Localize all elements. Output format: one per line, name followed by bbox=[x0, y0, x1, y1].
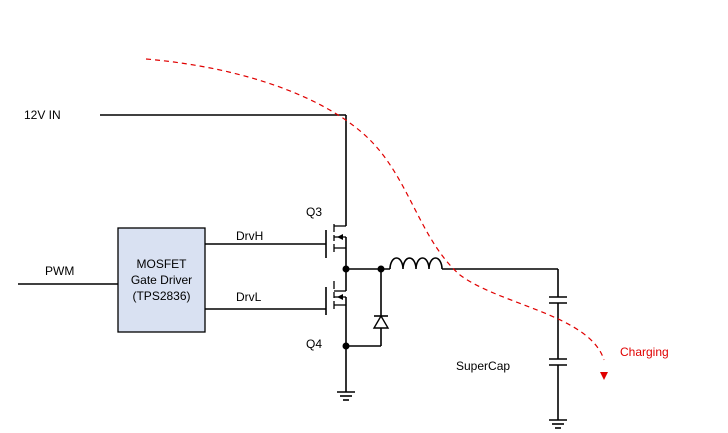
supercap-upper bbox=[549, 296, 567, 304]
q4-label: Q4 bbox=[306, 337, 322, 351]
gate-driver-line1: MOSFET bbox=[137, 257, 188, 271]
charging-path bbox=[145, 58, 605, 361]
switch-node-junction bbox=[342, 265, 350, 273]
gate-driver-line2: Gate Driver bbox=[131, 273, 192, 287]
ground-symbol-right bbox=[549, 419, 567, 429]
freewheel-diode bbox=[372, 269, 390, 346]
vin-label: 12V IN bbox=[24, 108, 61, 122]
gate-driver-box bbox=[117, 227, 206, 333]
q3-mosfet-symbol bbox=[325, 224, 347, 258]
q4-mosfet-symbol bbox=[325, 281, 347, 315]
drvl-label: DrvL bbox=[236, 290, 262, 304]
q3-label: Q3 bbox=[306, 205, 322, 219]
gate-driver-line3: (TPS2836) bbox=[132, 289, 190, 303]
supercap-lower bbox=[549, 358, 567, 366]
inductor bbox=[389, 257, 443, 270]
pwm-label: PWM bbox=[45, 264, 74, 278]
ground-symbol-left bbox=[337, 391, 355, 401]
charging-arrowhead bbox=[600, 372, 608, 380]
charging-label: Charging bbox=[620, 345, 669, 359]
drvh-label: DrvH bbox=[236, 229, 263, 243]
supercap-label: SuperCap bbox=[456, 359, 510, 373]
